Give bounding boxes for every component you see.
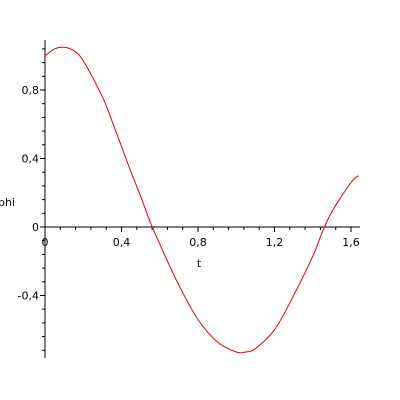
y-tick-label: -0,4 — [18, 290, 39, 303]
series-line — [44, 46, 359, 354]
x-tick-label: 1,2 — [266, 236, 284, 249]
tick-labels: 0 0,4 0,8 1,2 1,6 -0,4 0 0,4 0,8 — [18, 84, 360, 303]
x-tick-label: 1,6 — [342, 236, 360, 249]
x-tick-label: 0 — [42, 236, 49, 249]
x-axis-label: t — [197, 257, 202, 270]
y-tick-label: 0,4 — [22, 153, 40, 166]
x-tick-label: 0,4 — [113, 236, 131, 249]
series — [44, 46, 359, 354]
y-tick-label: 0 — [32, 221, 39, 234]
y-axis-label: phi — [0, 196, 15, 209]
x-tick-label: 0,8 — [189, 236, 207, 249]
ticks — [40, 48, 352, 351]
y-tick-label: 0,8 — [22, 84, 40, 97]
axes — [44, 40, 360, 358]
